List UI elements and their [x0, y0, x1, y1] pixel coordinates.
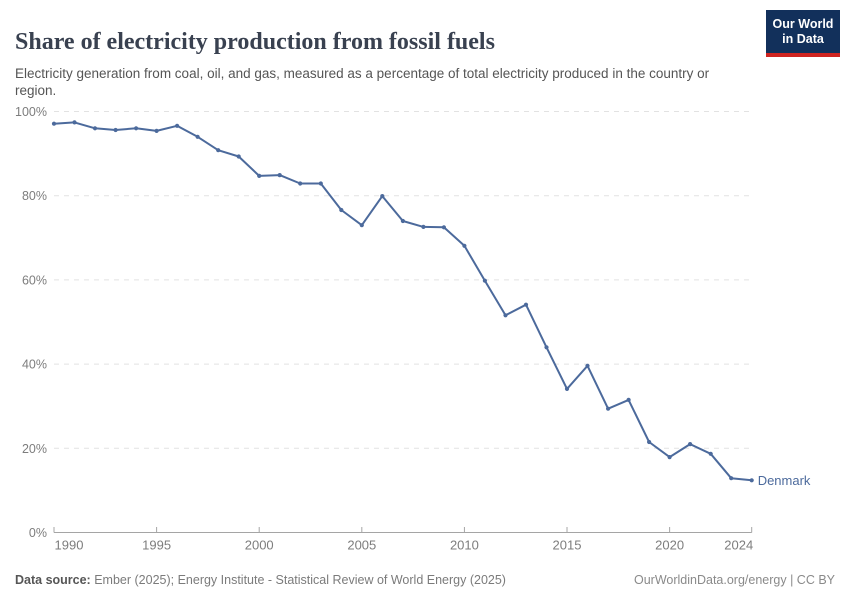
data-point[interactable]	[154, 128, 159, 133]
data-point[interactable]	[318, 181, 323, 186]
x-axis-tick-label: 2000	[245, 538, 274, 553]
data-point[interactable]	[667, 455, 672, 460]
data-point[interactable]	[647, 439, 652, 445]
y-axis-tick-label: 0%	[29, 526, 47, 540]
chart-subtitle: Electricity generation from coal, oil, a…	[15, 65, 710, 99]
data-point[interactable]	[503, 313, 508, 318]
page-title: Share of electricity production from fos…	[15, 29, 495, 56]
data-point[interactable]	[462, 243, 467, 248]
series-denmark[interactable]	[51, 120, 754, 483]
y-axis-tick-label: 80%	[22, 189, 47, 203]
data-point[interactable]	[380, 194, 385, 199]
data-point[interactable]	[236, 154, 241, 159]
y-axis-tick-label: 20%	[22, 442, 47, 456]
x-axis-tick-label: 2015	[553, 538, 582, 553]
y-axis-tick-label: 60%	[22, 273, 47, 287]
y-axis-tick-label: 40%	[22, 358, 47, 372]
data-point[interactable]	[175, 123, 180, 128]
data-point[interactable]	[195, 134, 200, 139]
data-point[interactable]	[729, 476, 734, 481]
data-point[interactable]	[277, 173, 282, 178]
trend-line	[53, 121, 753, 482]
data-point[interactable]	[400, 218, 405, 224]
data-point[interactable]	[421, 224, 426, 229]
data-point[interactable]	[688, 442, 693, 447]
series-label-denmark[interactable]: Denmark	[758, 473, 811, 488]
x-axis-tick-label: 2005	[347, 538, 376, 553]
data-point[interactable]	[626, 397, 631, 402]
data-point[interactable]	[749, 478, 754, 483]
data-point[interactable]	[216, 148, 221, 153]
data-source-text: Ember (2025); Energy Institute - Statist…	[90, 573, 506, 587]
x-axis-tick-label: 2010	[450, 538, 479, 553]
data-point[interactable]	[339, 207, 344, 213]
data-point[interactable]	[134, 126, 139, 131]
chart-footer: Data source: Ember (2025); Energy Instit…	[15, 573, 835, 587]
x-axis-tick-label: 2020	[655, 538, 684, 553]
x-axis-tick-label: 2024	[724, 538, 753, 553]
owid-logo-line2: in Data	[782, 31, 824, 46]
data-point[interactable]	[708, 451, 713, 456]
x-axis-tick-label: 1990	[55, 538, 84, 553]
x-axis-tick-label: 1995	[142, 538, 171, 553]
data-source-note: Data source: Ember (2025); Energy Instit…	[15, 573, 506, 587]
data-point[interactable]	[113, 127, 118, 133]
owid-credit-link[interactable]: OurWorldinData.org/energy | CC BY	[633, 573, 835, 587]
data-point[interactable]	[585, 363, 590, 368]
data-point[interactable]	[482, 278, 487, 283]
data-point[interactable]	[72, 120, 77, 125]
data-point[interactable]	[606, 406, 611, 411]
data-point[interactable]	[257, 173, 262, 178]
owid-logo[interactable]: Our World in Data	[766, 10, 840, 57]
y-axis-tick-label: 100%	[15, 105, 47, 119]
data-point[interactable]	[92, 126, 98, 131]
data-point[interactable]	[51, 121, 57, 126]
data-source-label: Data source:	[15, 573, 91, 587]
data-point[interactable]	[359, 223, 364, 228]
data-point[interactable]	[523, 302, 529, 307]
data-point[interactable]	[298, 181, 303, 186]
data-point[interactable]	[441, 225, 446, 230]
data-point[interactable]	[564, 386, 570, 391]
data-point[interactable]	[544, 345, 549, 350]
owid-logo-line1: Our World	[772, 17, 834, 31]
